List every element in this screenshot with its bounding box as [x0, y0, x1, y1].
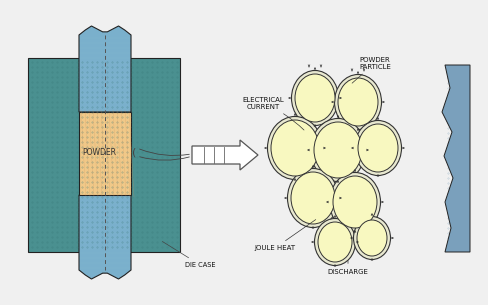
Bar [28, 58, 180, 252]
Text: JOULE HEAT: JOULE HEAT [254, 220, 315, 251]
Ellipse shape [317, 222, 351, 262]
Text: POWDER
PARTICLE: POWDER PARTICLE [351, 56, 390, 83]
Ellipse shape [356, 220, 386, 256]
Ellipse shape [287, 168, 338, 228]
Ellipse shape [291, 70, 338, 125]
Ellipse shape [329, 173, 380, 231]
Ellipse shape [313, 122, 361, 178]
Text: DISCHARGE: DISCHARGE [327, 261, 367, 275]
Ellipse shape [290, 172, 334, 224]
Ellipse shape [357, 124, 397, 172]
Polygon shape [79, 26, 131, 112]
Text: POWDER: POWDER [82, 148, 116, 156]
Ellipse shape [267, 117, 322, 180]
FancyArrow shape [192, 140, 258, 170]
Text: DIE CASE: DIE CASE [162, 242, 215, 268]
Text: ELECTRICAL
CURRENT: ELECTRICAL CURRENT [242, 96, 304, 130]
Text: (: ( [132, 147, 136, 157]
Ellipse shape [294, 74, 334, 122]
Ellipse shape [334, 74, 381, 130]
Ellipse shape [310, 119, 365, 181]
Polygon shape [79, 195, 131, 279]
Bar [79, 112, 131, 195]
Ellipse shape [314, 218, 355, 265]
Ellipse shape [354, 120, 401, 175]
Ellipse shape [270, 120, 318, 176]
Ellipse shape [337, 78, 377, 126]
Ellipse shape [353, 217, 390, 260]
Polygon shape [441, 65, 469, 252]
Ellipse shape [332, 176, 376, 228]
